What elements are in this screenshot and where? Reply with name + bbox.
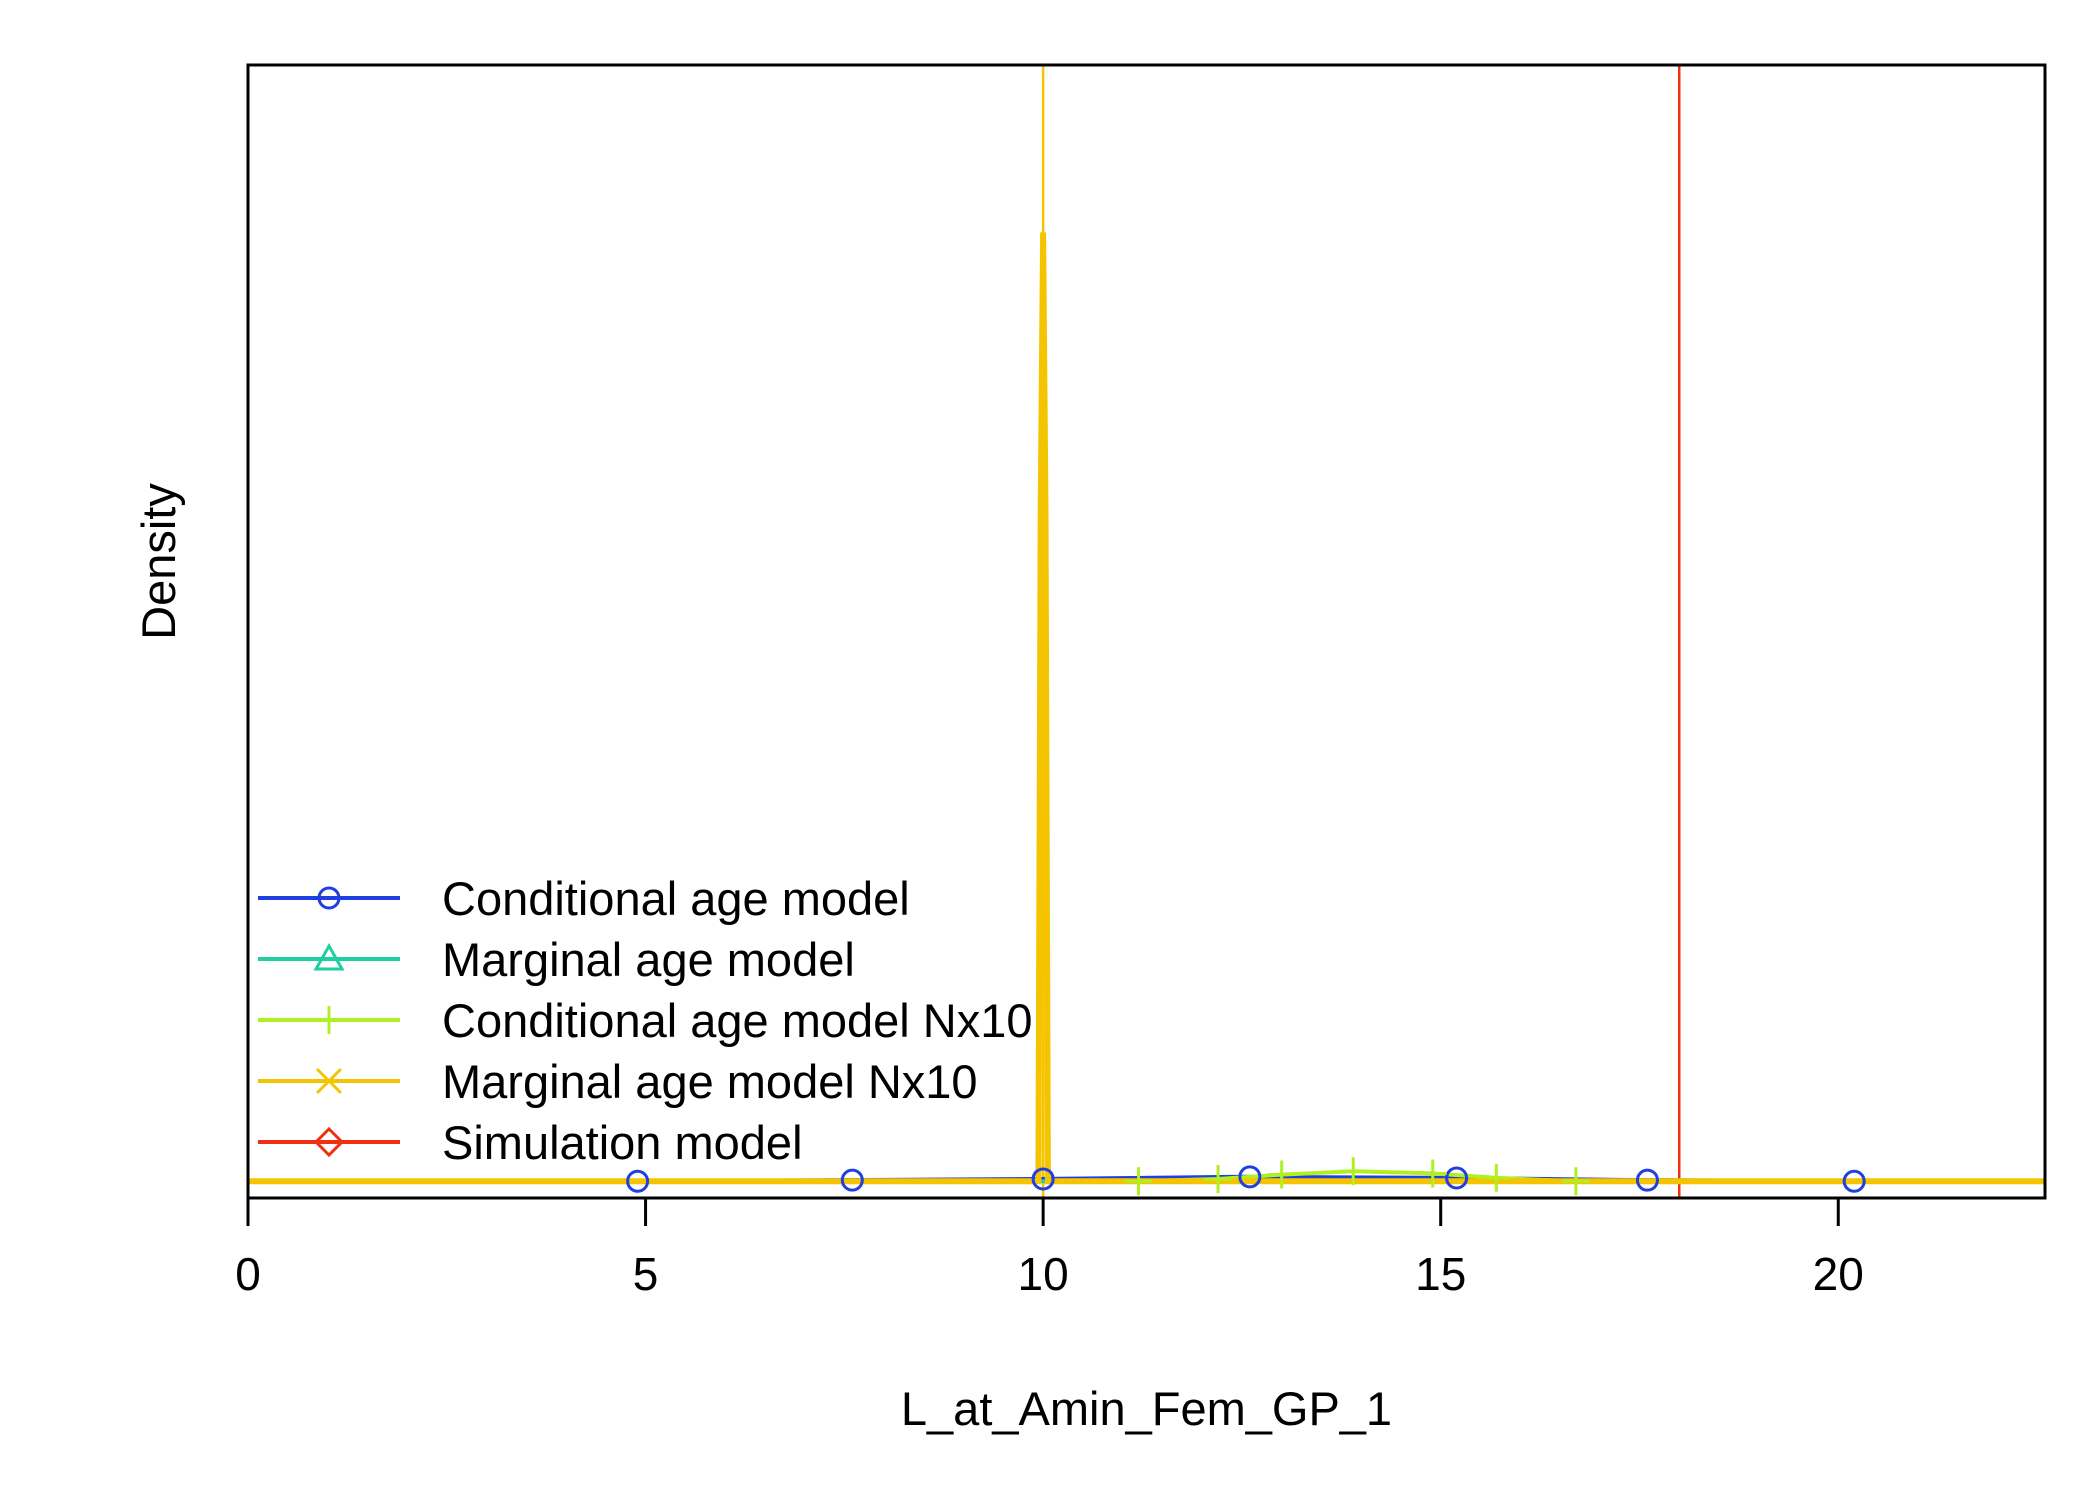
series-0-marker-3 (1238, 1165, 1262, 1189)
legend-label-3: Marginal age model Nx10 (442, 1055, 978, 1108)
legend-label-4: Simulation model (442, 1116, 803, 1169)
x-tick-label-1: 5 (633, 1248, 659, 1300)
series-0-marker-4 (1445, 1166, 1469, 1190)
legend: Conditional age model Marginal age model C… (258, 872, 1032, 1169)
series-2-marker-3 (1339, 1157, 1368, 1186)
reference-lines (1041, 65, 1681, 1198)
series-0-marker-1 (840, 1168, 864, 1192)
legend-marker-1 (313, 942, 345, 971)
series-markers (626, 1157, 1866, 1196)
series-2-marker-0 (1124, 1167, 1153, 1196)
series-2-marker-1 (1204, 1165, 1233, 1194)
x-tick-label-2: 10 (1018, 1248, 1069, 1300)
legend-label-1: Marginal age model (442, 933, 855, 986)
series-0-marker-5 (1635, 1168, 1659, 1192)
series-0-marker-6 (1842, 1169, 1866, 1193)
series-line-3 (248, 232, 2045, 1185)
series-0-marker-2 (1031, 1167, 1055, 1191)
legend-marker-3 (315, 1067, 343, 1095)
series-2-marker-5 (1482, 1163, 1511, 1192)
legend-label-0: Conditional age model (442, 872, 910, 925)
x-tick-label-4: 20 (1813, 1248, 1864, 1300)
series-2-marker-2 (1267, 1160, 1296, 1189)
series-2-marker-6 (1561, 1167, 1590, 1196)
x-axis-label: L_at_Amin_Fem_GP_1 (901, 1382, 1392, 1435)
legend-marker-4 (313, 1126, 345, 1158)
series-2-marker-4 (1418, 1159, 1447, 1188)
x-axis: 0 5 10 15 20 (235, 1196, 1864, 1300)
legend-marker-0 (317, 886, 341, 910)
legend-marker-2 (315, 1006, 343, 1034)
x-tick-label-0: 0 (235, 1248, 261, 1300)
x-tick-label-3: 15 (1415, 1248, 1466, 1300)
series-0-marker-0 (626, 1169, 650, 1193)
y-axis-label: Density (132, 483, 185, 640)
legend-label-2: Conditional age model Nx10 (442, 994, 1032, 1047)
